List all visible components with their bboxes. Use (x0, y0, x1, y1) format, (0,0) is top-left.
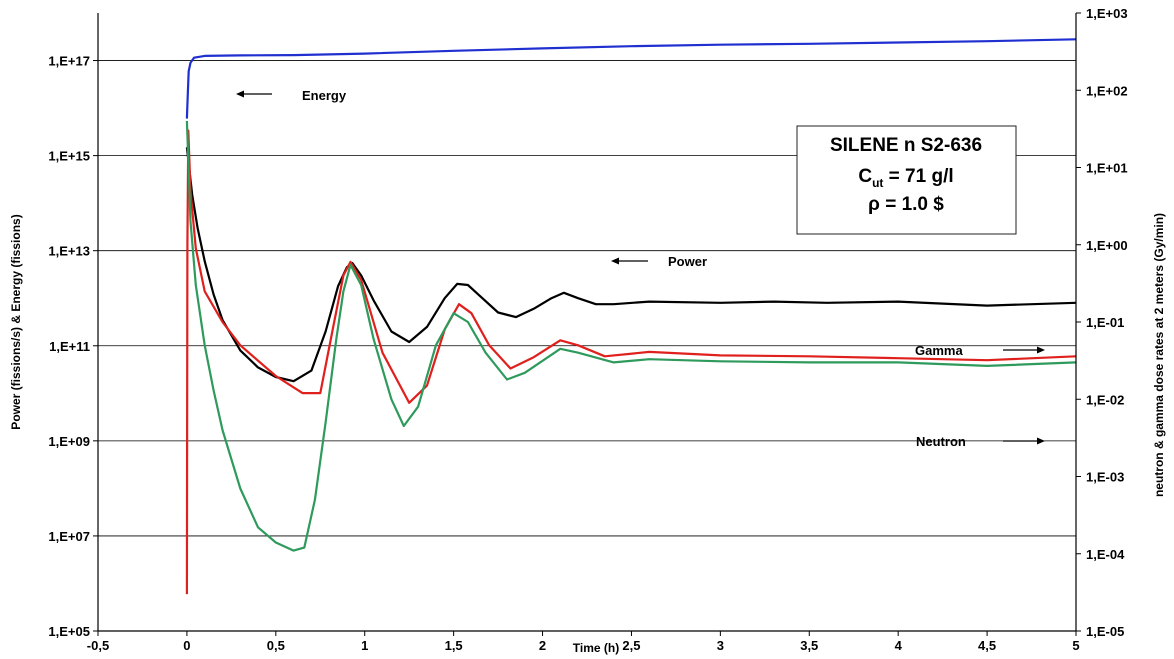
x-tick-label: 3 (717, 638, 724, 653)
x-tick-label: 1 (361, 638, 368, 653)
y-axis-title: Power (fissions/s) & Energy (fissions) (9, 214, 23, 429)
neutron-arrowhead (1037, 437, 1045, 445)
y2-axis-title: neutron & gamma dose rates at 2 meters (… (1152, 213, 1166, 497)
x-tick-label: 3,5 (800, 638, 818, 653)
power-series-line (185, 147, 1077, 383)
y2-tick-label: 1,E+02 (1086, 83, 1128, 98)
power-arrowhead (611, 257, 619, 265)
energy-series-line (185, 38, 1077, 119)
grid-lines (98, 60, 1076, 537)
x-tick-label: 1,5 (445, 638, 463, 653)
energy-annotation: Energy (236, 88, 347, 103)
y-tick-label: 1,E+09 (48, 434, 90, 449)
info-box-c-value: = 71 g/l (883, 166, 953, 187)
neutron-label: Neutron (916, 434, 966, 449)
x-tick-label: 5 (1072, 638, 1079, 653)
info-box-c: C (858, 166, 872, 187)
gamma-series-line (185, 129, 1077, 595)
energy-label: Energy (302, 88, 347, 103)
y-tick-label: 1,E+17 (48, 54, 90, 69)
gamma-label: Gamma (915, 343, 963, 358)
y2-tick-label: 1,E-02 (1086, 392, 1124, 407)
x-tick-label: 2,5 (622, 638, 640, 653)
gamma-arrowhead (1037, 346, 1045, 354)
info-box-concentration: Cut = 71 g/l (858, 166, 953, 190)
ticks-layer: 1,E+05 1,E+07 1,E+09 1,E+11 1,E+13 1,E+15 1,E+… (48, 6, 1127, 653)
x-tick-label: -0,5 (87, 638, 109, 653)
y-tick-label: 1,E+07 (48, 529, 90, 544)
x-tick-label: 0,5 (267, 638, 285, 653)
x-tick-label: 4 (895, 638, 903, 653)
neutron-annotation: Neutron (916, 434, 1045, 449)
info-box-frame (796, 125, 1017, 235)
gamma-annotation: Gamma (915, 343, 1045, 358)
axes (97, 13, 1077, 632)
series-layer (185, 38, 1077, 595)
y2-tick-label: 1,E+00 (1086, 238, 1128, 253)
power-annotation: Power (611, 254, 707, 269)
x-tick-label: 0 (183, 638, 190, 653)
info-box-reactivity: ρ = 1.0 $ (868, 194, 944, 215)
x-tick-label: 2 (539, 638, 546, 653)
y-tick-label: 1,E+11 (49, 339, 90, 354)
power-label: Power (668, 254, 707, 269)
y2-tick-label: 1,E-04 (1086, 547, 1125, 562)
info-box-title: SILENE n S2-636 (830, 135, 982, 156)
y-tick-label: 1,E+13 (48, 244, 90, 259)
y-tick-label: 1,E+05 (48, 624, 90, 639)
y2-tick-label: 1,E+03 (1086, 6, 1128, 21)
info-box-c-subscript: ut (872, 176, 883, 190)
y-tick-label: 1,E+15 (48, 149, 90, 164)
y2-tick-label: 1,E-01 (1086, 315, 1124, 330)
x-tick-label: 4,5 (978, 638, 996, 653)
y2-tick-label: 1,E+01 (1086, 161, 1128, 176)
energy-arrowhead (236, 90, 244, 98)
y2-tick-label: 1,E-03 (1086, 470, 1124, 485)
y2-tick-label: 1,E-05 (1086, 624, 1124, 639)
neutron-series-line (185, 120, 1077, 552)
info-box: SILENE n S2-636 Cut = 71 g/l ρ = 1.0 $ (796, 125, 1017, 235)
x-axis-title: Time (h) (573, 641, 619, 655)
